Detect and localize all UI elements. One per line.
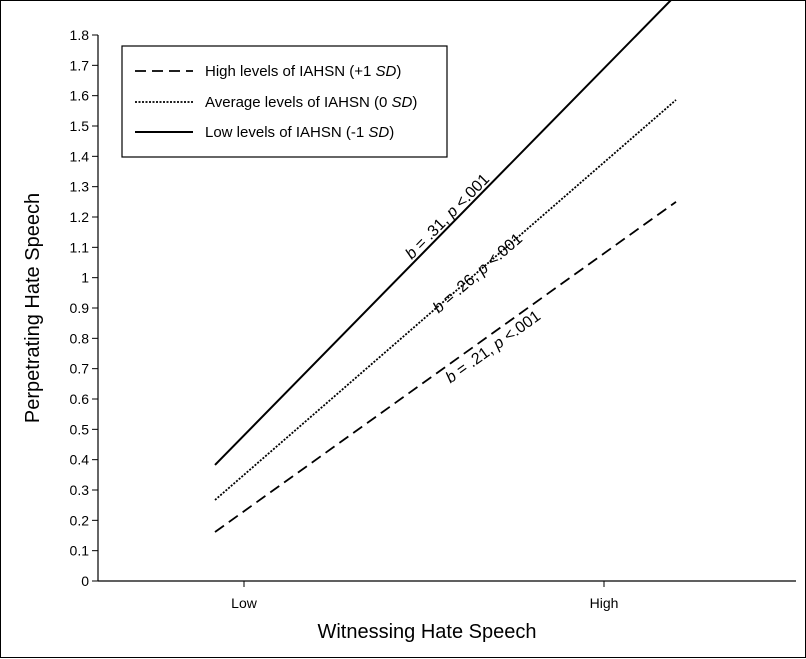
legend-label: Low levels of IAHSN (-1 SD) (205, 124, 394, 141)
slope-annotation: b = .31, p <.001 (402, 171, 493, 263)
legend-label: Average levels of IAHSN (0 SD) (205, 94, 417, 111)
y-tick-label: 0.4 (70, 452, 90, 468)
y-tick-label: 0.7 (70, 361, 90, 377)
slope-annotation: b = .21, p <.001 (443, 308, 544, 387)
y-tick-label: 0 (81, 573, 89, 589)
y-tick-label: 0.3 (70, 482, 90, 498)
y-tick-label: 0.5 (70, 421, 90, 437)
x-axis-title: Witnessing Hate Speech (317, 621, 536, 643)
x-tick-label: High (590, 595, 619, 611)
y-tick-label: 1.7 (70, 57, 90, 73)
y-axis-title: Perpetrating Hate Speech (22, 193, 44, 423)
y-tick-label: 1.8 (70, 27, 90, 43)
legend-label: High levels of IAHSN (+1 SD) (205, 63, 401, 80)
y-tick-label: 1.5 (70, 118, 90, 134)
y-tick-label: 0.2 (70, 512, 90, 528)
y-tick-label: 1.1 (70, 239, 90, 255)
y-tick-label: 1.3 (70, 179, 90, 195)
legend-box (121, 45, 448, 158)
y-axis-ticks: 0 0.1 0.2 0.3 0.4 0.5 0.6 0.7 0.8 0.9 1 1.1 1.2 1.3 1.… (70, 27, 98, 589)
y-tick-label: 0.8 (70, 330, 90, 346)
legend: High levels of IAHSN (+1 SD) Average leve… (121, 45, 448, 158)
y-tick-label: 1.2 (70, 209, 90, 225)
x-axis-ticks: Low High (231, 581, 618, 611)
y-tick-label: 1.6 (70, 88, 90, 104)
series-line-dotted (214, 99, 677, 501)
y-tick-label: 0.6 (70, 391, 90, 407)
x-tick-label: Low (231, 595, 258, 611)
y-tick-label: 0.9 (70, 300, 90, 316)
y-tick-label: 1.4 (70, 148, 90, 164)
series-lines (214, 1, 677, 533)
y-tick-label: 1 (81, 270, 89, 286)
slope-annotation: b = .26, p <.001 (430, 230, 526, 316)
series-line-solid (214, 1, 672, 466)
series-line-dashed (214, 201, 677, 533)
y-tick-label: 0.1 (70, 543, 90, 559)
